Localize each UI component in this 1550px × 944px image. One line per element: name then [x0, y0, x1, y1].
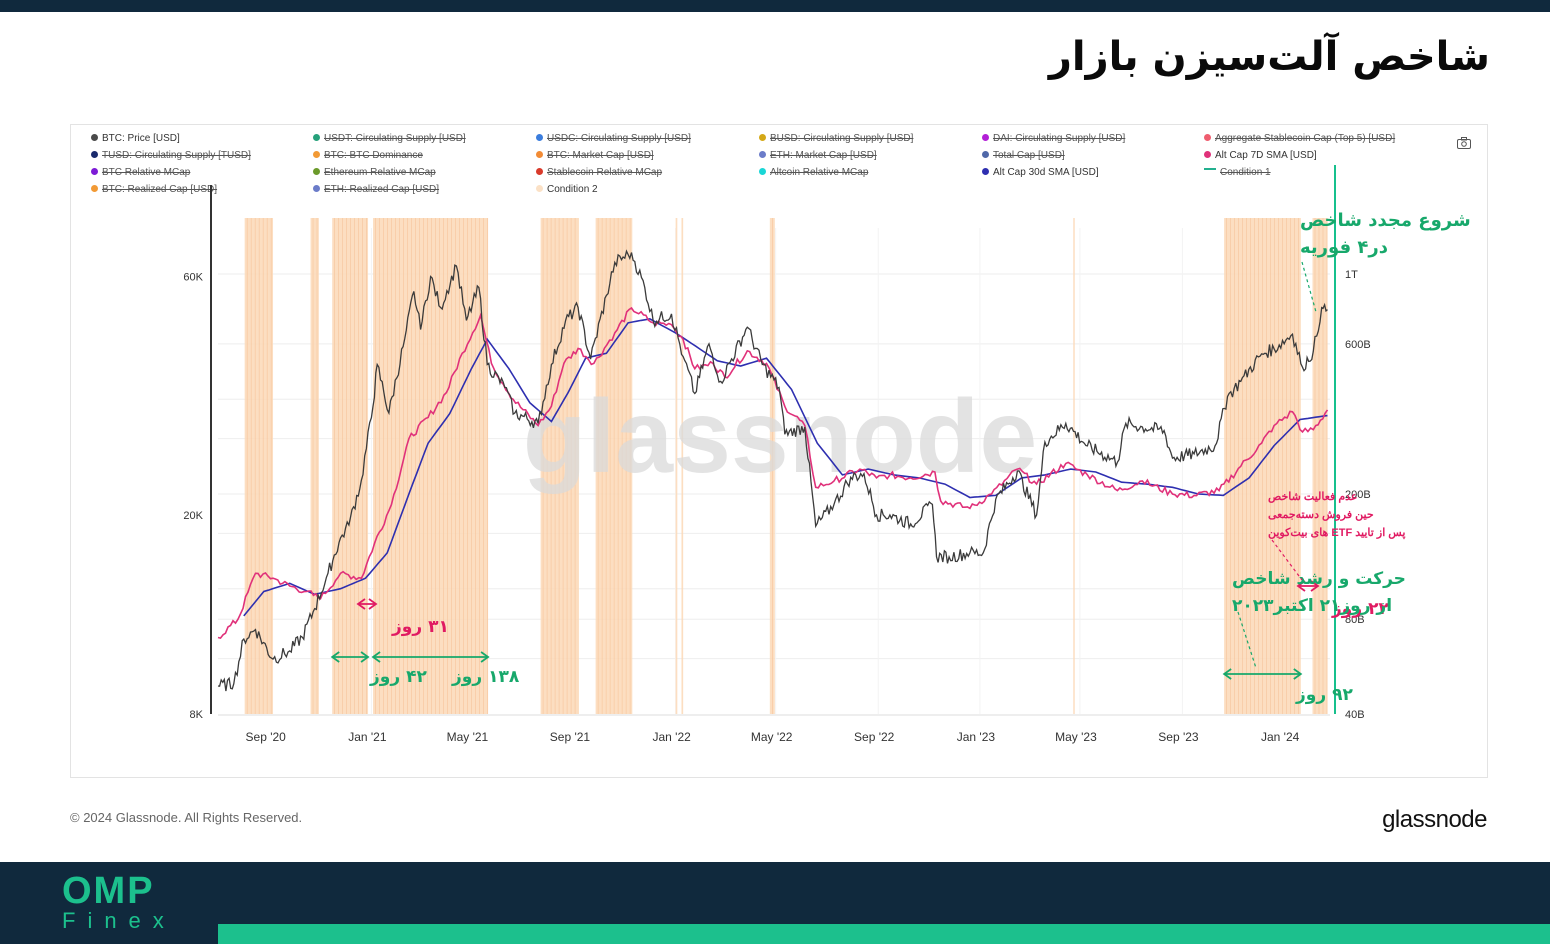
legend-label: BTC: BTC Dominance — [324, 150, 423, 161]
legend-swatch — [759, 167, 766, 175]
legend-item[interactable]: USDC: Circulating Supply [USD] — [536, 133, 691, 144]
legend-label: BTC: Realized Cap [USD] — [102, 184, 218, 195]
legend-swatch — [1204, 133, 1211, 141]
legend-label: Alt Cap 30d SMA [USD] — [993, 167, 1099, 178]
legend-label: BTC: Market Cap [USD] — [547, 150, 654, 161]
legend-item[interactable]: BTC: Realized Cap [USD] — [91, 184, 217, 195]
legend-item[interactable]: Alt Cap 30d SMA [USD] — [982, 167, 1099, 178]
legend-label: Alt Cap 7D SMA [USD] — [1215, 150, 1317, 161]
legend-item[interactable]: Alt Cap 7D SMA [USD] — [1204, 150, 1317, 161]
legend-item[interactable]: Condition 1 — [1204, 167, 1271, 178]
logo-finex-text: Finex — [62, 908, 176, 933]
legend-swatch — [536, 150, 543, 158]
legend-item[interactable]: USDT: Circulating Supply [USD] — [313, 133, 466, 144]
legend-label: ETH: Market Cap [USD] — [770, 150, 877, 161]
legend-label: Aggregate Stablecoin Cap (Top 5) [USD] — [1215, 133, 1396, 144]
camera-icon[interactable] — [1457, 137, 1471, 149]
legend-label: Stablecoin Relative MCap — [547, 167, 663, 178]
legend-swatch — [759, 133, 766, 141]
legend-swatch — [759, 150, 766, 158]
logo-omp-text: OMP — [62, 870, 155, 912]
copyright-text: © 2024 Glassnode. All Rights Reserved. — [70, 810, 303, 825]
legend-label: Altcoin Relative MCap — [770, 167, 869, 178]
chart-frame: BTC: Price [USD] USDT: Circulating Supply… — [70, 124, 1488, 778]
legend-item[interactable]: TUSD: Circulating Supply [TUSD] — [91, 150, 251, 161]
legend-label: USDT: Circulating Supply [USD] — [324, 133, 466, 144]
legend-item[interactable]: ETH: Market Cap [USD] — [759, 150, 877, 161]
legend-swatch — [982, 133, 989, 141]
legend-item[interactable]: Total Cap [USD] — [982, 150, 1065, 161]
legend-swatch — [91, 133, 98, 141]
legend-label: BTC Relative MCap — [102, 167, 191, 178]
omp-finex-logo[interactable]: OMP Finex — [62, 872, 176, 932]
page-title: شاخص آلت‌سیزن بازار — [1048, 34, 1490, 80]
legend-swatch — [313, 133, 320, 141]
legend-label: BTC: Price [USD] — [102, 133, 180, 144]
legend-item[interactable]: BTC: Market Cap [USD] — [536, 150, 654, 161]
legend-swatch — [91, 150, 98, 158]
footer-accent-bar — [218, 924, 1550, 944]
legend-label: Ethereum Relative MCap — [324, 167, 436, 178]
legend-swatch — [536, 167, 543, 175]
glassnode-logo[interactable]: glassnode — [1382, 806, 1487, 833]
legend-item[interactable]: Altcoin Relative MCap — [759, 167, 868, 178]
legend-label: Condition 2 — [547, 184, 598, 195]
legend-swatch — [91, 167, 98, 175]
legend-swatch — [1204, 168, 1216, 171]
legend-item[interactable]: BTC Relative MCap — [91, 167, 190, 178]
legend-swatch — [1204, 150, 1211, 158]
legend-item[interactable]: ETH: Realized Cap [USD] — [313, 184, 439, 195]
legend-swatch — [536, 133, 543, 141]
legend-label: ETH: Realized Cap [USD] — [324, 184, 440, 195]
legend-label: TUSD: Circulating Supply [TUSD] — [102, 150, 251, 161]
legend-label: Condition 1 — [1220, 167, 1271, 178]
legend-item[interactable]: Ethereum Relative MCap — [313, 167, 436, 178]
legend-item[interactable]: BTC: BTC Dominance — [313, 150, 423, 161]
legend-item[interactable]: Condition 2 — [536, 184, 598, 195]
legend-swatch — [536, 184, 543, 192]
legend-item[interactable]: Stablecoin Relative MCap — [536, 167, 662, 178]
legend-swatch — [313, 150, 320, 158]
legend-item[interactable]: BUSD: Circulating Supply [USD] — [759, 133, 913, 144]
legend-label: USDC: Circulating Supply [USD] — [547, 133, 691, 144]
legend-swatch — [91, 184, 98, 192]
top-bar — [0, 0, 1550, 12]
legend-swatch — [313, 167, 320, 175]
legend-item[interactable]: BTC: Price [USD] — [91, 133, 180, 144]
legend-swatch — [982, 150, 989, 158]
legend-label: BUSD: Circulating Supply [USD] — [770, 133, 914, 144]
legend-swatch — [982, 167, 989, 175]
legend-item[interactable]: DAI: Circulating Supply [USD] — [982, 133, 1125, 144]
legend-label: DAI: Circulating Supply [USD] — [993, 133, 1126, 144]
legend-item[interactable]: Aggregate Stablecoin Cap (Top 5) [USD] — [1204, 133, 1395, 144]
legend-swatch — [313, 184, 320, 192]
legend-label: Total Cap [USD] — [993, 150, 1065, 161]
